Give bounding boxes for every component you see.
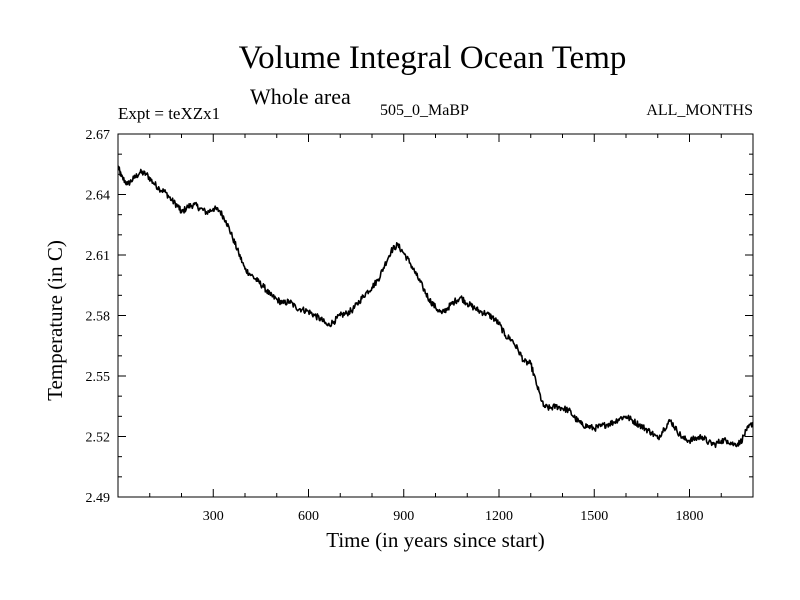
chart-title: Volume Integral Ocean Temp — [238, 40, 627, 76]
axis-ticks — [118, 134, 753, 497]
x-tick-label: 300 — [203, 509, 224, 524]
y-axis-label: Temperature (in C) — [43, 240, 67, 401]
x-tick-label: 900 — [393, 509, 414, 524]
x-tick-labels: 300 600 900 1200 1500 1800 — [203, 509, 704, 524]
y-tick-label: 2.67 — [86, 128, 111, 143]
y-tick-label: 2.52 — [86, 431, 111, 446]
x-tick-label: 1500 — [580, 509, 608, 524]
run-label: 505_0_MaBP — [380, 102, 469, 119]
y-tick-label: 2.64 — [86, 189, 111, 204]
temperature-series-line — [117, 165, 754, 449]
y-tick-label: 2.61 — [86, 249, 111, 264]
months-label: ALL_MONTHS — [646, 102, 753, 119]
y-tick-label: 2.58 — [86, 310, 111, 325]
experiment-label: Expt = teXZx1 — [118, 104, 221, 123]
y-tick-label: 2.49 — [86, 491, 111, 506]
chart-subtitle: Whole area — [250, 84, 351, 109]
plot-frame — [117, 133, 754, 498]
y-tick-labels: 2.49 2.52 2.55 2.58 2.61 2.64 2.67 — [86, 128, 111, 506]
y-tick-label: 2.55 — [86, 370, 111, 385]
x-tick-label: 600 — [298, 509, 319, 524]
x-tick-label: 1800 — [676, 509, 704, 524]
x-tick-label: 1200 — [485, 509, 513, 524]
x-axis-label: Time (in years since start) — [326, 528, 545, 552]
